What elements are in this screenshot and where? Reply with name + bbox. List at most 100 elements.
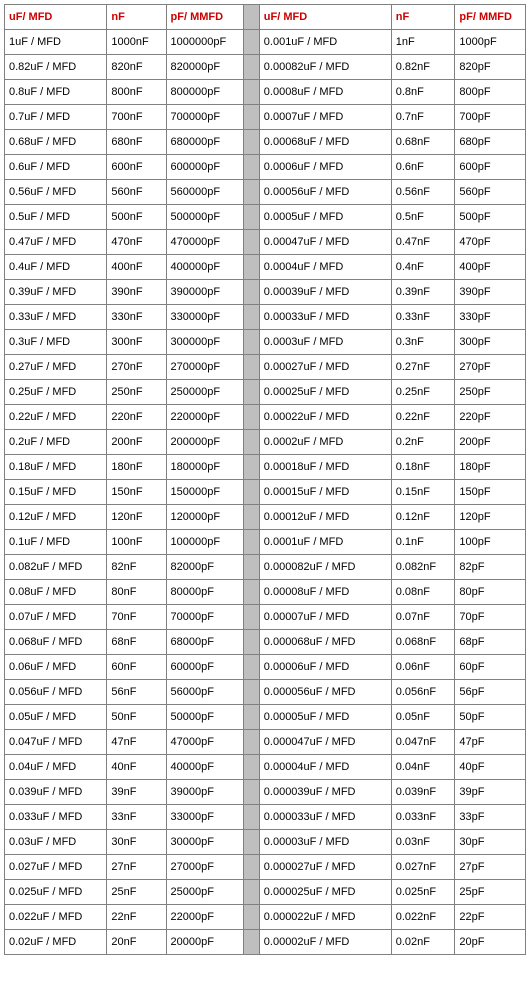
cell-uf-right: 0.00082uF / MFD [259, 55, 391, 80]
cell-uf-left: 0.027uF / MFD [5, 855, 107, 880]
cell-pf-right: 80pF [455, 580, 526, 605]
cell-nf-left: 560nF [107, 180, 166, 205]
cell-nf-left: 39nF [107, 780, 166, 805]
cell-uf-left: 0.03uF / MFD [5, 830, 107, 855]
cell-uf-right: 0.00018uF / MFD [259, 455, 391, 480]
cell-nf-right: 0.033nF [391, 805, 455, 830]
col-header-uf-left: uF/ MFD [5, 5, 107, 30]
cell-pf-right: 30pF [455, 830, 526, 855]
table-row: 0.082uF / MFD82nF82000pF0.000082uF / MFD… [5, 555, 526, 580]
cell-pf-left: 50000pF [166, 705, 243, 730]
cell-pf-left: 680000pF [166, 130, 243, 155]
cell-uf-left: 0.33uF / MFD [5, 305, 107, 330]
cell-uf-left: 0.04uF / MFD [5, 755, 107, 780]
cell-uf-left: 0.25uF / MFD [5, 380, 107, 405]
cell-pf-left: 27000pF [166, 855, 243, 880]
cell-uf-right: 0.00056uF / MFD [259, 180, 391, 205]
cell-uf-left: 0.02uF / MFD [5, 930, 107, 955]
cell-pf-right: 390pF [455, 280, 526, 305]
cell-pf-left: 1000000pF [166, 30, 243, 55]
table-row: 0.25uF / MFD250nF250000pF0.00025uF / MFD… [5, 380, 526, 405]
cell-nf-right: 0.047nF [391, 730, 455, 755]
cell-nf-right: 0.022nF [391, 905, 455, 930]
cell-nf-left: 33nF [107, 805, 166, 830]
table-row: 0.033uF / MFD33nF33000pF0.000033uF / MFD… [5, 805, 526, 830]
row-spacer [243, 230, 259, 255]
cell-pf-right: 25pF [455, 880, 526, 905]
cell-uf-right: 0.000047uF / MFD [259, 730, 391, 755]
cell-uf-right: 0.00039uF / MFD [259, 280, 391, 305]
cell-uf-right: 0.0005uF / MFD [259, 205, 391, 230]
cell-nf-left: 680nF [107, 130, 166, 155]
row-spacer [243, 430, 259, 455]
cell-uf-right: 0.0008uF / MFD [259, 80, 391, 105]
cell-pf-left: 200000pF [166, 430, 243, 455]
row-spacer [243, 280, 259, 305]
cell-uf-left: 0.047uF / MFD [5, 730, 107, 755]
col-header-uf-right: uF/ MFD [259, 5, 391, 30]
table-row: 0.56uF / MFD560nF560000pF0.00056uF / MFD… [5, 180, 526, 205]
cell-nf-right: 0.6nF [391, 155, 455, 180]
row-spacer [243, 655, 259, 680]
cell-uf-right: 0.00003uF / MFD [259, 830, 391, 855]
cell-pf-left: 70000pF [166, 605, 243, 630]
cell-nf-right: 0.3nF [391, 330, 455, 355]
cell-pf-right: 800pF [455, 80, 526, 105]
cell-nf-left: 600nF [107, 155, 166, 180]
cell-pf-left: 150000pF [166, 480, 243, 505]
cell-uf-left: 0.27uF / MFD [5, 355, 107, 380]
row-spacer [243, 455, 259, 480]
cell-pf-left: 60000pF [166, 655, 243, 680]
cell-nf-left: 22nF [107, 905, 166, 930]
header-spacer [243, 5, 259, 30]
table-row: 0.05uF / MFD50nF50000pF0.00005uF / MFD0.… [5, 705, 526, 730]
cell-pf-right: 40pF [455, 755, 526, 780]
cell-uf-left: 0.56uF / MFD [5, 180, 107, 205]
cell-uf-left: 0.025uF / MFD [5, 880, 107, 905]
table-row: 0.06uF / MFD60nF60000pF0.00006uF / MFD0.… [5, 655, 526, 680]
cell-nf-left: 800nF [107, 80, 166, 105]
cell-uf-left: 0.18uF / MFD [5, 455, 107, 480]
cell-nf-right: 1nF [391, 30, 455, 55]
cell-nf-right: 0.02nF [391, 930, 455, 955]
cell-pf-right: 100pF [455, 530, 526, 555]
cell-nf-right: 0.12nF [391, 505, 455, 530]
cell-uf-left: 0.82uF / MFD [5, 55, 107, 80]
cell-uf-right: 0.00008uF / MFD [259, 580, 391, 605]
cell-pf-right: 60pF [455, 655, 526, 680]
row-spacer [243, 805, 259, 830]
table-row: 0.22uF / MFD220nF220000pF0.00022uF / MFD… [5, 405, 526, 430]
cell-nf-right: 0.068nF [391, 630, 455, 655]
cell-pf-right: 270pF [455, 355, 526, 380]
cell-nf-right: 0.27nF [391, 355, 455, 380]
cell-uf-right: 0.0001uF / MFD [259, 530, 391, 555]
cell-pf-left: 600000pF [166, 155, 243, 180]
row-spacer [243, 480, 259, 505]
table-row: 0.6uF / MFD600nF600000pF0.0006uF / MFD0.… [5, 155, 526, 180]
cell-nf-right: 0.7nF [391, 105, 455, 130]
cell-pf-right: 56pF [455, 680, 526, 705]
cell-nf-right: 0.47nF [391, 230, 455, 255]
cell-nf-left: 150nF [107, 480, 166, 505]
cell-nf-left: 1000nF [107, 30, 166, 55]
cell-nf-right: 0.39nF [391, 280, 455, 305]
table-row: 0.27uF / MFD270nF270000pF0.00027uF / MFD… [5, 355, 526, 380]
cell-uf-right: 0.000039uF / MFD [259, 780, 391, 805]
cell-nf-left: 300nF [107, 330, 166, 355]
cell-uf-right: 0.001uF / MFD [259, 30, 391, 55]
cell-uf-left: 0.7uF / MFD [5, 105, 107, 130]
cell-nf-right: 0.027nF [391, 855, 455, 880]
row-spacer [243, 705, 259, 730]
table-row: 0.07uF / MFD70nF70000pF0.00007uF / MFD0.… [5, 605, 526, 630]
cell-uf-left: 0.15uF / MFD [5, 480, 107, 505]
cell-nf-left: 70nF [107, 605, 166, 630]
cell-pf-right: 1000pF [455, 30, 526, 55]
cell-uf-right: 0.00005uF / MFD [259, 705, 391, 730]
cell-nf-left: 80nF [107, 580, 166, 605]
cell-uf-right: 0.00006uF / MFD [259, 655, 391, 680]
cell-uf-right: 0.00022uF / MFD [259, 405, 391, 430]
cell-pf-right: 22pF [455, 905, 526, 930]
row-spacer [243, 780, 259, 805]
table-row: 0.8uF / MFD800nF800000pF0.0008uF / MFD0.… [5, 80, 526, 105]
cell-pf-right: 70pF [455, 605, 526, 630]
